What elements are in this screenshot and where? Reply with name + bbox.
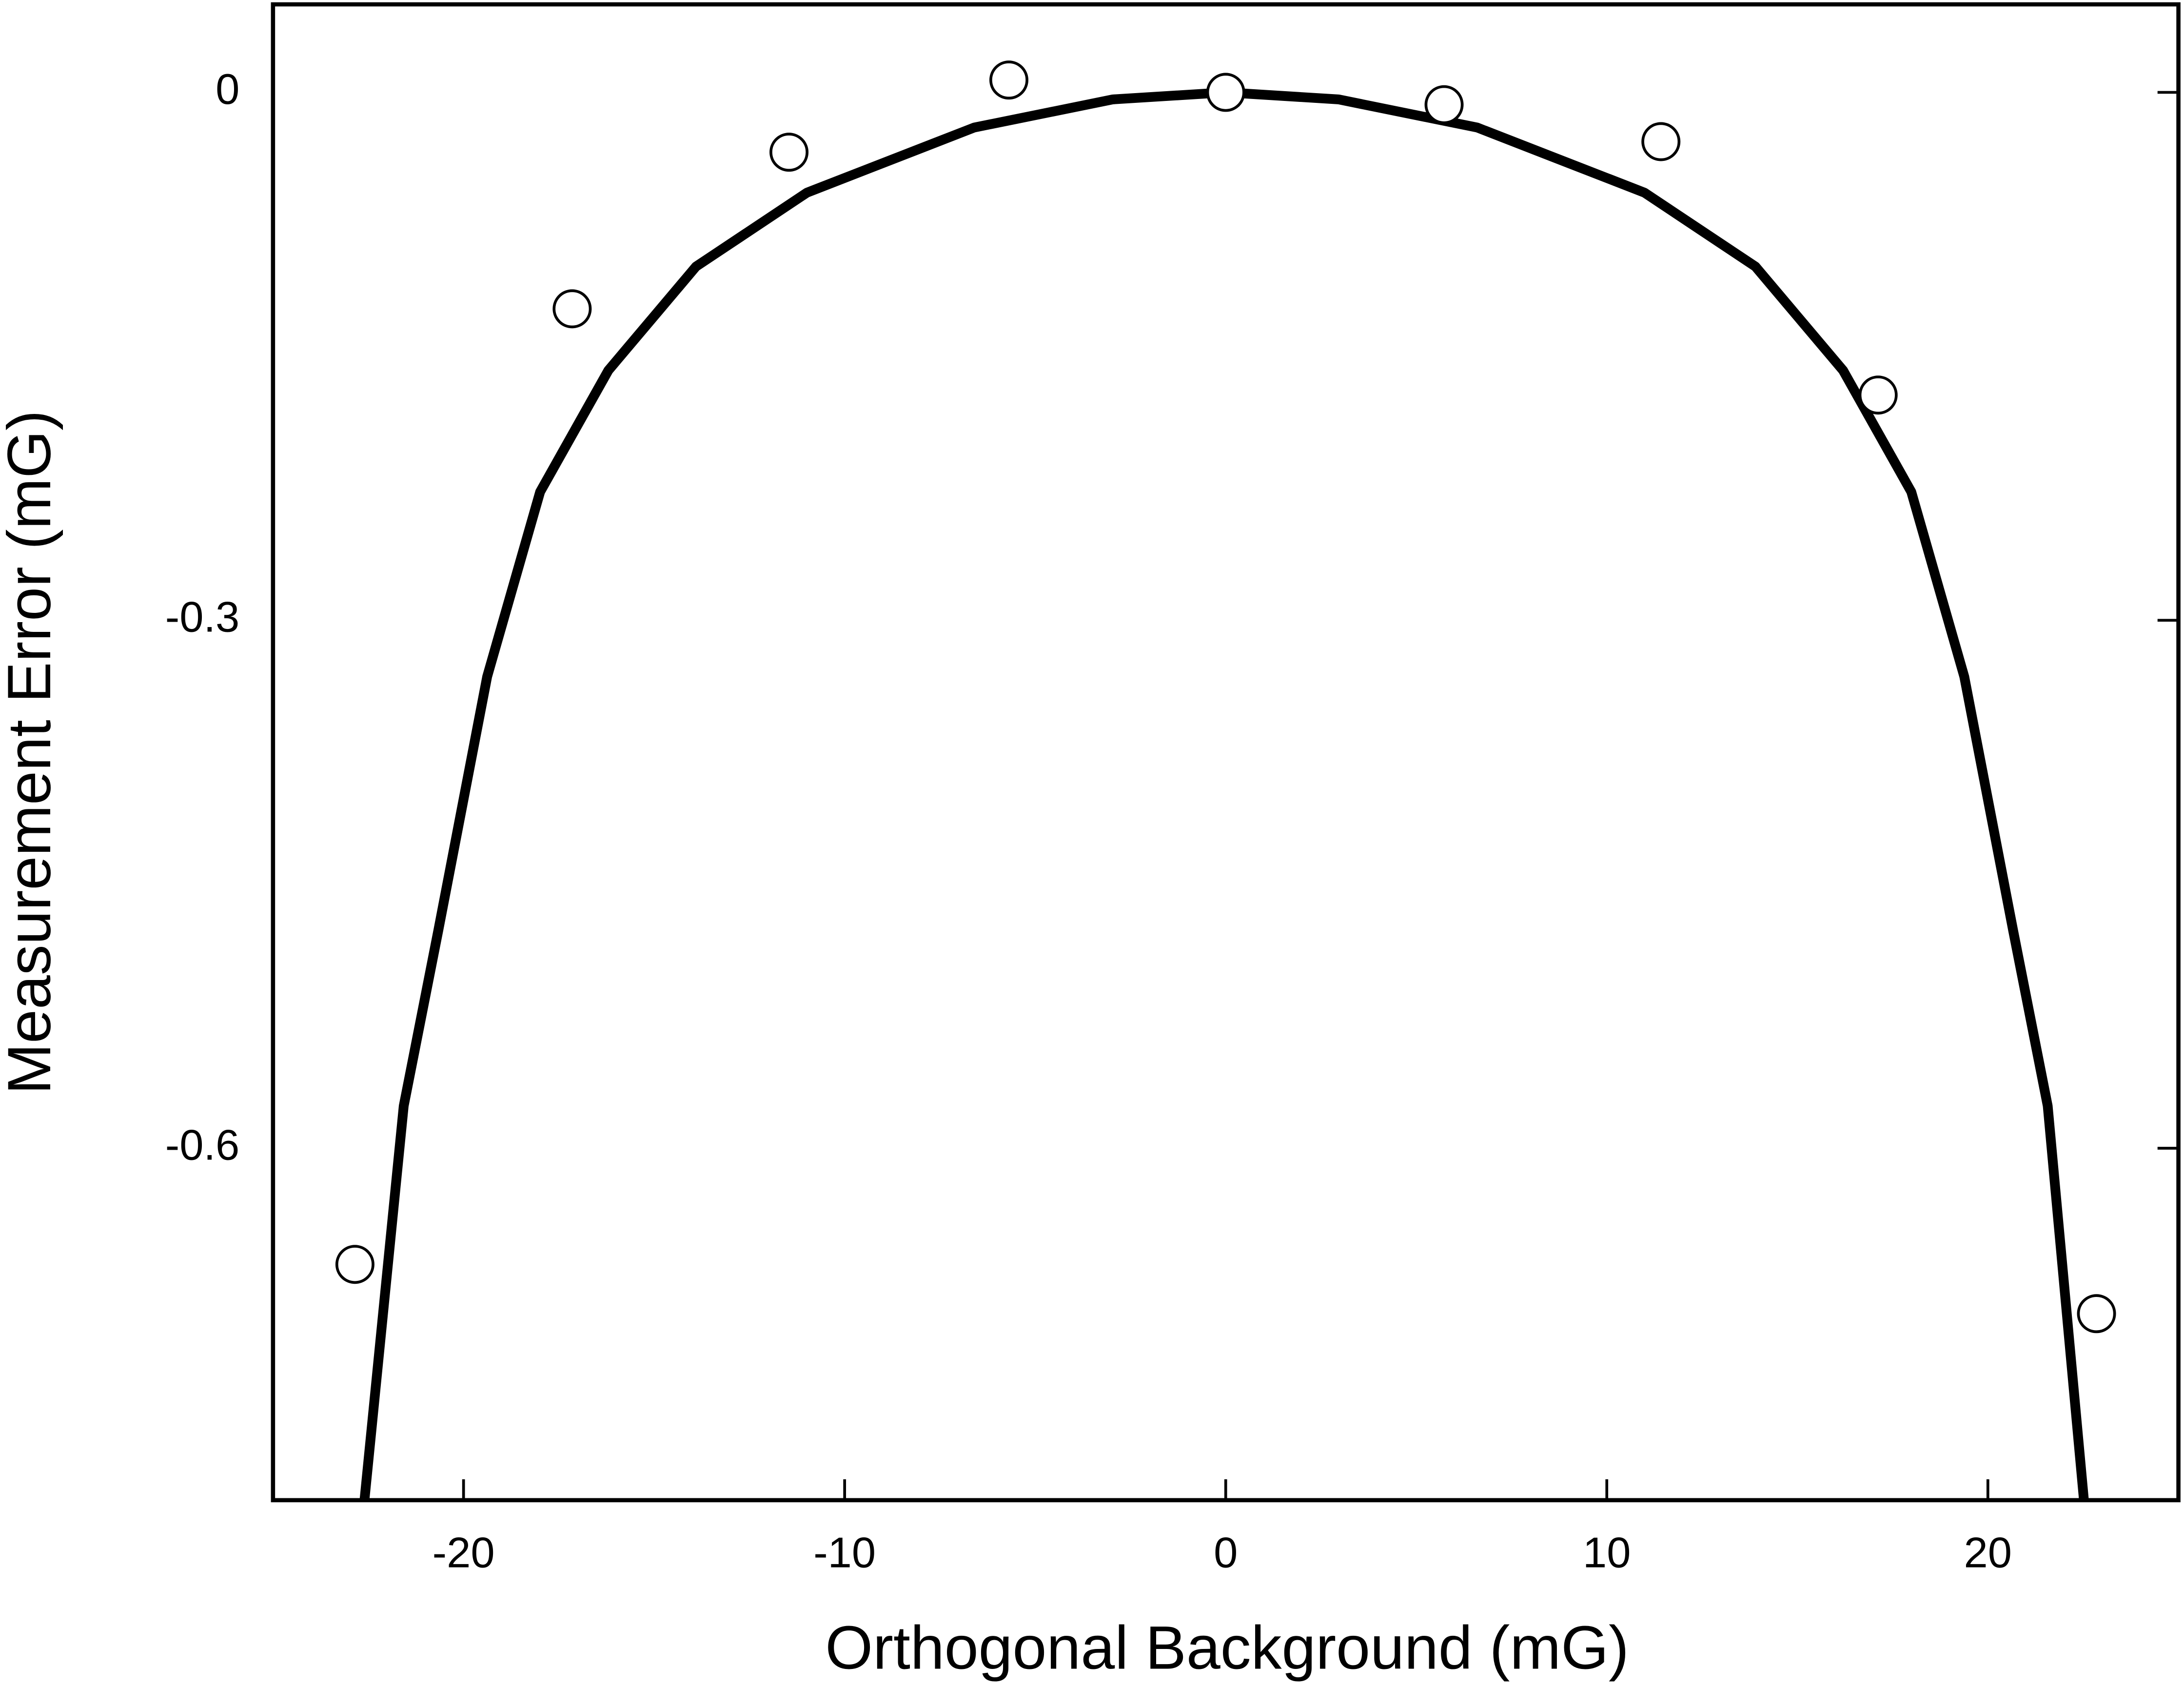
data-point (335, 1245, 374, 1284)
x-tick-label: 20 (1964, 1528, 2012, 1576)
data-point (2077, 1294, 2116, 1334)
plot-frame (271, 2, 2181, 1503)
x-tick-label: 10 (1583, 1528, 1631, 1576)
data-point (989, 60, 1029, 100)
x-tick-label: -10 (813, 1528, 876, 1576)
data-point (1641, 122, 1681, 161)
y-axis-title: Measurement Error (mG) (0, 410, 63, 1095)
x-tick-label: -20 (433, 1528, 495, 1576)
x-axis-title: Orthogonal Background (mG) (825, 1613, 1629, 1682)
x-tick-label: 0 (1214, 1528, 1238, 1576)
data-point (1206, 73, 1245, 112)
data-point (769, 133, 809, 172)
data-point (1858, 375, 1898, 415)
fit-line (359, 87, 2089, 1500)
y-tick-label: -0.6 (165, 1120, 240, 1169)
y-tick-label: 0 (216, 65, 239, 113)
data-point (1424, 85, 1464, 124)
data-point (552, 289, 592, 329)
y-tick-label: -0.3 (165, 593, 240, 641)
